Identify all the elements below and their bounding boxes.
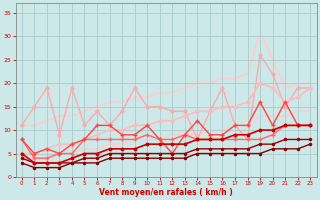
- X-axis label: Vent moyen/en rafales ( km/h ): Vent moyen/en rafales ( km/h ): [99, 188, 233, 197]
